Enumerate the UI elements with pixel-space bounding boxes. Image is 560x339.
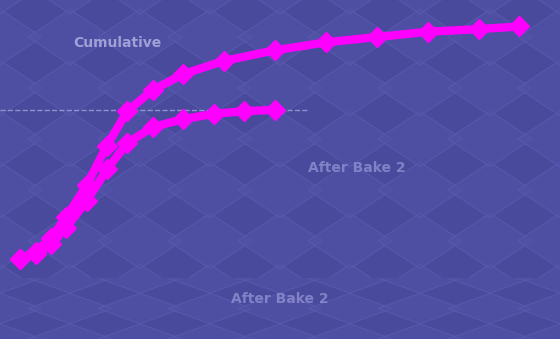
Polygon shape bbox=[98, 263, 182, 293]
Polygon shape bbox=[378, 9, 462, 65]
Text: Cumulative: Cumulative bbox=[73, 36, 161, 50]
Polygon shape bbox=[168, 264, 252, 320]
Polygon shape bbox=[0, 60, 42, 116]
Polygon shape bbox=[518, 324, 560, 339]
Polygon shape bbox=[518, 263, 560, 293]
Polygon shape bbox=[238, 324, 322, 339]
Polygon shape bbox=[0, 111, 42, 167]
Polygon shape bbox=[378, 293, 462, 324]
Polygon shape bbox=[518, 9, 560, 65]
Polygon shape bbox=[238, 213, 322, 269]
Polygon shape bbox=[0, 293, 42, 324]
Polygon shape bbox=[98, 324, 182, 339]
Polygon shape bbox=[448, 263, 532, 293]
Polygon shape bbox=[28, 324, 112, 339]
Polygon shape bbox=[378, 213, 462, 269]
Polygon shape bbox=[28, 263, 112, 293]
Polygon shape bbox=[28, 111, 112, 167]
Polygon shape bbox=[308, 162, 392, 218]
Polygon shape bbox=[448, 162, 532, 218]
Polygon shape bbox=[0, 213, 42, 269]
Polygon shape bbox=[518, 162, 560, 218]
Polygon shape bbox=[448, 324, 532, 339]
Polygon shape bbox=[238, 263, 322, 293]
Polygon shape bbox=[168, 9, 252, 65]
Polygon shape bbox=[448, 9, 532, 65]
Polygon shape bbox=[0, 324, 42, 339]
Polygon shape bbox=[308, 60, 392, 116]
Polygon shape bbox=[378, 162, 462, 218]
Polygon shape bbox=[98, 0, 182, 14]
Polygon shape bbox=[308, 213, 392, 269]
Polygon shape bbox=[0, 9, 42, 65]
Text: After Bake 2: After Bake 2 bbox=[308, 161, 405, 175]
Polygon shape bbox=[308, 324, 392, 339]
Polygon shape bbox=[0, 0, 42, 14]
Polygon shape bbox=[28, 264, 112, 320]
Polygon shape bbox=[168, 263, 252, 293]
Polygon shape bbox=[448, 0, 532, 14]
Polygon shape bbox=[518, 264, 560, 320]
Polygon shape bbox=[238, 9, 322, 65]
Polygon shape bbox=[518, 111, 560, 167]
Polygon shape bbox=[308, 263, 392, 293]
Polygon shape bbox=[518, 213, 560, 269]
Polygon shape bbox=[238, 111, 322, 167]
Polygon shape bbox=[238, 293, 322, 324]
Polygon shape bbox=[308, 111, 392, 167]
Polygon shape bbox=[98, 213, 182, 269]
Polygon shape bbox=[98, 9, 182, 65]
Polygon shape bbox=[378, 324, 462, 339]
Polygon shape bbox=[0, 263, 42, 293]
Polygon shape bbox=[238, 264, 322, 320]
Polygon shape bbox=[448, 111, 532, 167]
Polygon shape bbox=[98, 264, 182, 320]
Polygon shape bbox=[28, 162, 112, 218]
Polygon shape bbox=[378, 111, 462, 167]
Polygon shape bbox=[448, 264, 532, 320]
Polygon shape bbox=[28, 293, 112, 324]
Polygon shape bbox=[28, 9, 112, 65]
Polygon shape bbox=[0, 264, 42, 320]
Polygon shape bbox=[168, 162, 252, 218]
Polygon shape bbox=[518, 293, 560, 324]
Polygon shape bbox=[168, 293, 252, 324]
Polygon shape bbox=[168, 213, 252, 269]
Polygon shape bbox=[28, 60, 112, 116]
Polygon shape bbox=[378, 0, 462, 14]
Polygon shape bbox=[28, 0, 112, 14]
Polygon shape bbox=[98, 60, 182, 116]
Polygon shape bbox=[378, 264, 462, 320]
Polygon shape bbox=[98, 162, 182, 218]
Polygon shape bbox=[168, 324, 252, 339]
Polygon shape bbox=[448, 60, 532, 116]
Polygon shape bbox=[168, 0, 252, 14]
Polygon shape bbox=[0, 162, 42, 218]
Polygon shape bbox=[518, 0, 560, 14]
Polygon shape bbox=[308, 0, 392, 14]
Polygon shape bbox=[378, 263, 462, 293]
Polygon shape bbox=[98, 111, 182, 167]
Polygon shape bbox=[168, 111, 252, 167]
Polygon shape bbox=[238, 60, 322, 116]
Polygon shape bbox=[238, 0, 322, 14]
Polygon shape bbox=[448, 293, 532, 324]
Polygon shape bbox=[28, 213, 112, 269]
Text: After Bake 2: After Bake 2 bbox=[231, 292, 329, 306]
Polygon shape bbox=[308, 293, 392, 324]
Polygon shape bbox=[98, 293, 182, 324]
Polygon shape bbox=[378, 60, 462, 116]
Polygon shape bbox=[448, 213, 532, 269]
Polygon shape bbox=[168, 60, 252, 116]
Polygon shape bbox=[308, 9, 392, 65]
Polygon shape bbox=[518, 60, 560, 116]
Polygon shape bbox=[308, 264, 392, 320]
Polygon shape bbox=[238, 162, 322, 218]
